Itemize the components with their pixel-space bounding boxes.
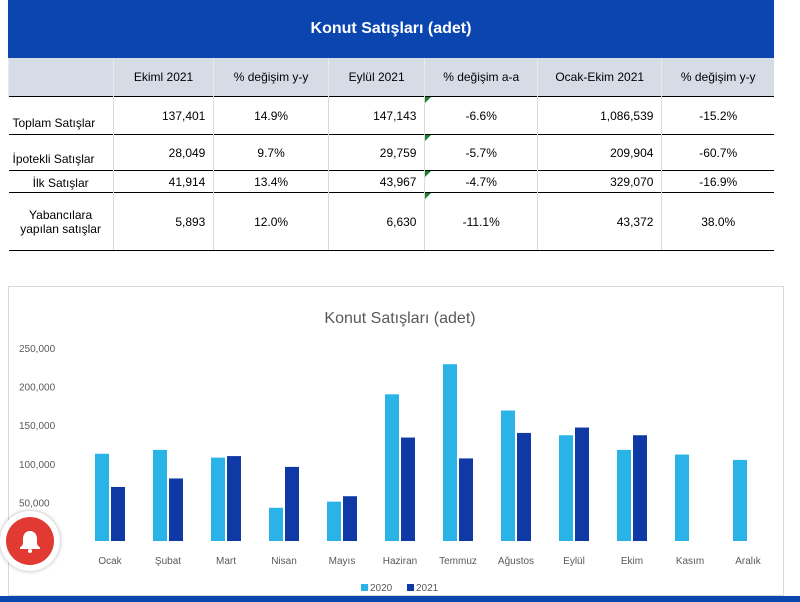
header-ocak-ekim-2021: Ocak-Ekim 2021 [536, 58, 662, 97]
table-cell: 41,914 [112, 170, 214, 193]
sales-table: Ekiml 2021 % değişim y-y Eylül 2021 % de… [8, 58, 774, 251]
chart-panel: Konut Satışları (adet) 250,000 200,000 150,… [8, 286, 784, 596]
header-blank [8, 58, 114, 97]
x-tick-label: Mayıs [329, 556, 356, 567]
header-degisim-yy: % değişim y-y [213, 58, 329, 97]
table-cell: 329,070 [536, 170, 662, 193]
bar-2020-Kasım [675, 454, 689, 541]
bar-2021-Eylül [575, 427, 589, 541]
x-tick-label: Temmuz [439, 556, 477, 567]
row-label: İlk Satışlar [8, 170, 114, 193]
bar-2020-Mart [211, 457, 225, 541]
table-cell: -15.2% [661, 96, 774, 135]
table-cell: 14.9% [213, 96, 329, 135]
bar-2021-Ekim [633, 435, 647, 541]
table-cell: 12.0% [213, 192, 329, 251]
bar-2021-Temmuz [459, 458, 473, 541]
table-cell: 43,967 [327, 170, 425, 193]
bar-2020-Eylül [559, 435, 573, 541]
bar-2021-Mayıs [343, 496, 357, 541]
bar-2020-Aralık [733, 459, 747, 541]
y-tick-label: 250,000 [19, 344, 56, 355]
legend-swatch-2020 [361, 584, 368, 591]
legend-label-2021: 2021 [416, 583, 439, 594]
bar-2020-Nisan [269, 507, 283, 541]
bar-2020-Şubat [153, 449, 167, 541]
y-tick-label: 100,000 [19, 460, 56, 471]
sales-table-panel: Konut Satışları (adet) Ekiml 2021 % deği… [8, 0, 774, 251]
table-title: Konut Satışları (adet) [8, 0, 774, 58]
table-row: Toplam Satışlar 137,401 14.9% 147,143 -6… [8, 96, 774, 135]
chart-title: Konut Satışları (adet) [324, 310, 475, 327]
x-tick-label: Haziran [383, 556, 417, 567]
x-tick-label: Ekim [621, 556, 643, 567]
y-tick-label: 200,000 [19, 383, 56, 394]
header-eylul-2021: Eylül 2021 [327, 58, 425, 97]
x-tick-label: Mart [216, 556, 236, 567]
table-row: İlk Satışlar 41,914 13.4% 43,967 -4.7% 3… [8, 170, 774, 193]
x-tick-label: Ağustos [498, 556, 534, 567]
table-cell: 209,904 [536, 134, 662, 171]
table-cell: 43,372 [536, 192, 662, 251]
table-cell: 13.4% [213, 170, 329, 193]
table-row: İpotekli Satışlar 28,049 9.7% 29,759 -5.… [8, 134, 774, 171]
row-label: Toplam Satışlar [8, 96, 114, 135]
table-cell: -4.7% [424, 170, 538, 193]
table-cell: 6,630 [327, 192, 425, 251]
table-cell: 5,893 [112, 192, 214, 251]
bar-chart: Konut Satışları (adet) 250,000 200,000 150,… [19, 310, 762, 594]
x-tick-label: Kasım [676, 556, 704, 567]
table-cell: -6.6% [424, 96, 538, 135]
bar-2021-Nisan [285, 466, 299, 541]
x-tick-label: Eylül [563, 556, 585, 567]
bar-2020-Temmuz [443, 364, 457, 541]
x-tick-label: Şubat [155, 556, 181, 567]
alert-button[interactable] [0, 511, 60, 571]
table-cell: -60.7% [661, 134, 774, 171]
bar-2021-Mart [227, 456, 241, 541]
bell-icon [6, 517, 54, 565]
bar-2021-Ağustos [517, 432, 531, 541]
table-cell: 147,143 [327, 96, 425, 135]
bar-2020-Haziran [385, 394, 399, 541]
bar-2020-Ekim [617, 449, 631, 541]
bottom-bar [0, 596, 800, 602]
table-cell: 137,401 [112, 96, 214, 135]
legend-swatch-2021 [407, 584, 414, 591]
y-tick-label: 150,000 [19, 421, 56, 432]
bar-2020-Mayıs [327, 501, 341, 541]
bar-2020-Ocak [95, 453, 109, 541]
table-header-row: Ekiml 2021 % değişim y-y Eylül 2021 % de… [8, 58, 774, 97]
bar-2021-Şubat [169, 478, 183, 541]
y-tick-label: 50,000 [19, 498, 50, 509]
x-tick-label: Ocak [98, 556, 122, 567]
legend-label-2020: 2020 [370, 583, 393, 594]
header-degisim-aa: % değişim a-a [424, 58, 538, 97]
bar-2020-Ağustos [501, 410, 515, 541]
table-cell: -16.9% [661, 170, 774, 193]
bar-2021-Ocak [111, 486, 125, 541]
table-cell: 28,049 [112, 134, 214, 171]
x-tick-label: Aralık [735, 556, 762, 567]
table-cell: 1,086,539 [536, 96, 662, 135]
table-cell: 29,759 [327, 134, 425, 171]
table-cell: 9.7% [213, 134, 329, 171]
table-cell: -5.7% [424, 134, 538, 171]
table-cell: 38.0% [661, 192, 774, 251]
x-tick-label: Nisan [271, 556, 297, 567]
header-degisim-yy-2: % değişim y-y [661, 58, 774, 97]
bar-2021-Haziran [401, 437, 415, 541]
header-ekim-2021: Ekiml 2021 [112, 58, 214, 97]
table-row: Yabancılara yapılan satışlar 5,893 12.0%… [8, 192, 774, 251]
table-cell: -11.1% [424, 192, 538, 251]
row-label: Yabancılara yapılan satışlar [8, 192, 114, 251]
row-label: İpotekli Satışlar [8, 134, 114, 171]
